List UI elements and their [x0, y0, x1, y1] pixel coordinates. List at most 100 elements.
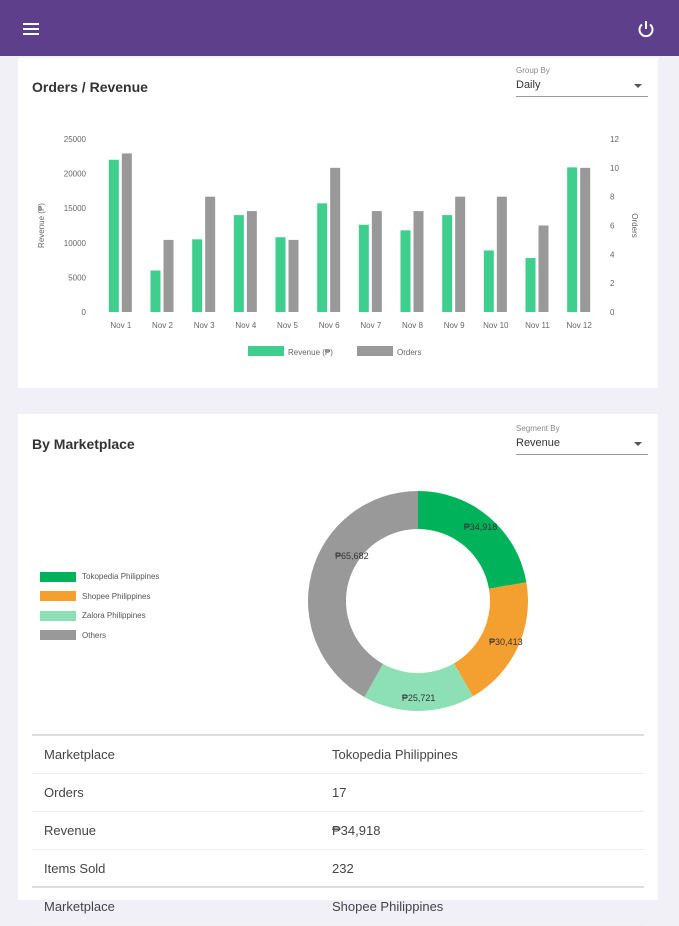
revenue-bar — [150, 270, 161, 312]
orders-bar — [163, 239, 174, 312]
x-tick-label: Nov 4 — [235, 321, 256, 330]
row-key: Marketplace — [44, 747, 115, 762]
legend-label-revenue: Revenue (₱) — [288, 348, 333, 357]
row-key: Revenue — [44, 823, 97, 838]
legend-label: Zalora Philippines — [82, 611, 146, 621]
orders-revenue-card: Orders / Revenue Group By Daily 0 5000 100… — [18, 58, 658, 388]
x-tick-label: Nov 10 — [483, 321, 509, 330]
caret-down-icon — [634, 442, 642, 446]
marketplace-donut-chart: ₱34,918 ₱30,413 ₱25,721 ₱65,682 — [308, 491, 528, 711]
table-row: Marketplace Tokopedia Philippines — [32, 736, 644, 774]
legend-swatch — [40, 630, 76, 641]
legend-swatch — [40, 610, 76, 621]
legend-item[interactable]: Zalora Philippines — [40, 606, 159, 626]
row-key: Items Sold — [44, 860, 106, 876]
revenue-bar — [192, 239, 203, 312]
revenue-bar — [317, 203, 328, 312]
legend-item[interactable]: Tokopedia Philippines — [40, 567, 159, 587]
legend-item[interactable]: Shopee Philippines — [40, 587, 159, 607]
donut-data-label: ₱25,721 — [402, 693, 436, 703]
orders-bar — [246, 211, 257, 312]
y-tick-label: 20000 — [64, 170, 87, 179]
legend-swatch — [40, 571, 76, 582]
y-tick-label: 25000 — [64, 135, 87, 144]
legend-swatch — [40, 591, 76, 602]
orders-bar — [413, 211, 424, 312]
y2-tick-label: 0 — [610, 308, 615, 317]
row-value: ₱34,918 — [332, 823, 381, 838]
y-tick-label: 0 — [82, 308, 87, 317]
orders-bar — [121, 153, 132, 312]
segment-by-value: Revenue — [516, 437, 561, 449]
revenue-bar — [525, 258, 536, 312]
y-tick-label: 15000 — [64, 204, 87, 213]
group-by-label: Group By — [516, 66, 550, 75]
hamburger-icon[interactable] — [18, 16, 44, 42]
legend-label: Shopee Philippines — [82, 591, 151, 601]
table-row: Revenue ₱34,918 — [32, 812, 644, 850]
row-value: Shopee Philippines — [332, 899, 444, 914]
legend-item[interactable]: Others — [40, 626, 159, 646]
y-tick-label: 5000 — [68, 273, 86, 282]
revenue-bar — [275, 237, 286, 312]
orders-bar — [580, 167, 591, 312]
table-row: Orders 17 — [32, 774, 644, 812]
orders-bar — [205, 196, 216, 312]
row-key: Marketplace — [44, 899, 115, 914]
donut-slice — [453, 582, 528, 697]
x-tick-label: Nov 11 — [525, 321, 550, 330]
top-app-bar — [0, 0, 679, 56]
y-axis-label: Revenue (₱) — [37, 203, 46, 248]
y2-axis-label: Orders — [630, 213, 639, 237]
y-tick-label: 10000 — [64, 239, 87, 248]
legend-label-orders: Orders — [397, 348, 421, 357]
donut-slice — [308, 491, 418, 698]
table-row: Items Sold 232 — [32, 850, 644, 888]
x-tick-label: Nov 1 — [110, 321, 131, 330]
orders-revenue-chart: 0 5000 10000 15000 20000 25000 0 2 4 6 8 10 12 Revenu… — [37, 135, 639, 357]
row-value: 232 — [332, 860, 354, 876]
orders-bar — [371, 211, 382, 312]
donut-slice — [364, 663, 473, 711]
table-row: Marketplace Shopee Philippines — [32, 888, 644, 926]
donut-data-label: ₱34,918 — [464, 522, 498, 532]
group-by-value: Daily — [516, 79, 541, 91]
donut-slice — [418, 491, 527, 589]
y2-tick-label: 6 — [610, 222, 615, 231]
revenue-bar — [483, 250, 494, 312]
segment-by-select[interactable]: Segment By Revenue — [516, 424, 648, 455]
x-tick-label: Nov 2 — [152, 321, 173, 330]
y2-tick-label: 10 — [610, 164, 619, 173]
y2-tick-label: 4 — [610, 250, 615, 259]
x-tick-label: Nov 9 — [444, 321, 465, 330]
x-tick-label: Nov 6 — [319, 321, 340, 330]
marketplace-table: Marketplace Tokopedia Philippines Orders 1… — [32, 734, 644, 926]
legend-label: Tokopedia Philippines — [82, 572, 160, 582]
orders-bar — [330, 167, 341, 312]
donut-data-label: ₱65,682 — [335, 551, 369, 561]
legend-label: Others — [82, 630, 107, 640]
y2-tick-label: 2 — [610, 279, 615, 288]
donut-legend: Tokopedia Philippines Shopee Philippines Z… — [40, 567, 159, 645]
power-icon[interactable] — [633, 16, 659, 42]
revenue-bar — [567, 167, 578, 312]
orders-bar — [496, 196, 507, 312]
legend-swatch-revenue — [248, 346, 284, 356]
orders-bar — [288, 239, 299, 312]
donut-data-label: ₱30,413 — [489, 637, 523, 647]
marketplace-card: By Marketplace Segment By Revenue Tokope… — [18, 414, 658, 926]
revenue-bar — [233, 215, 244, 312]
revenue-bar — [108, 159, 119, 312]
revenue-bar — [358, 224, 369, 312]
x-tick-label: Nov 8 — [402, 321, 423, 330]
group-by-select[interactable]: Group By Daily — [516, 66, 648, 97]
orders-bar — [538, 225, 549, 312]
x-tick-label: Nov 7 — [360, 321, 381, 330]
orders-bar — [455, 196, 466, 312]
row-value: Tokopedia Philippines — [332, 747, 458, 762]
x-tick-label: Nov 5 — [277, 321, 298, 330]
x-tick-label: Nov 12 — [566, 321, 592, 330]
row-value: 17 — [332, 785, 347, 800]
card-title: Orders / Revenue — [32, 79, 148, 95]
revenue-bar — [442, 215, 453, 312]
